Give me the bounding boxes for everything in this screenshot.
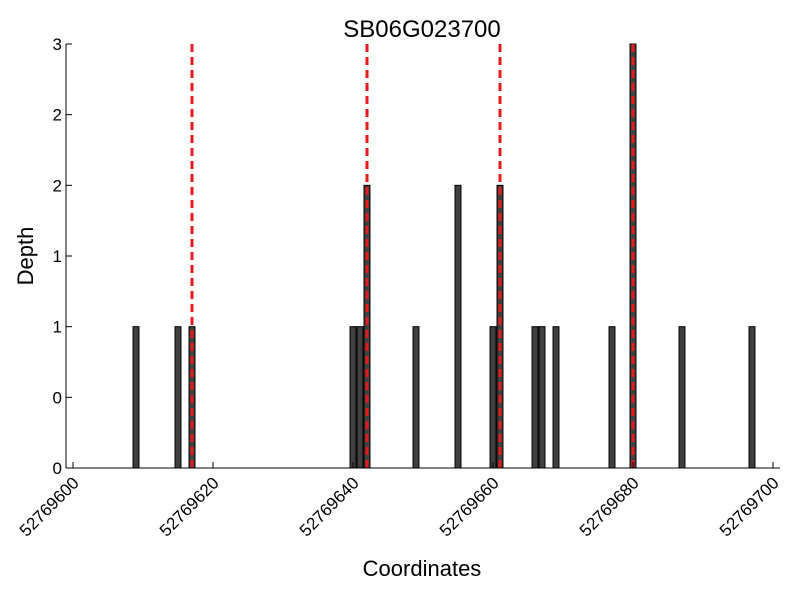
depth-bar-12 — [552, 326, 560, 469]
depth-bar-6 — [412, 326, 420, 469]
y-tick-label-1: 0 — [53, 388, 62, 407]
y-tick-label-3: 1 — [53, 247, 62, 266]
depth-bar-0 — [132, 326, 140, 469]
x-tick-label-4: 52769680 — [576, 473, 643, 540]
y-tick-label-5: 2 — [53, 106, 62, 125]
x-tick-label-5: 52769700 — [716, 473, 783, 540]
y-tick-label-0: 0 — [53, 459, 62, 478]
depth-bar-3 — [349, 326, 357, 469]
x-axis-title: Coordinates — [363, 556, 482, 581]
markers-layer — [190, 44, 635, 468]
y-ticks: 0 0 1 1 2 2 3 — [53, 35, 72, 478]
depth-bar-11 — [538, 326, 546, 469]
bars-layer — [132, 43, 756, 469]
x-ticks: 52769600 52769620 52769640 52769660 52769680… — [16, 462, 783, 540]
x-tick-label-0: 52769600 — [16, 473, 83, 540]
depth-bar-8 — [489, 326, 497, 469]
y-tick-label-4: 2 — [53, 176, 62, 195]
depth-bar-10 — [531, 326, 539, 469]
y-axis-title: Depth — [13, 227, 38, 286]
depth-bar-1 — [174, 326, 182, 469]
chart-title: SB06G023700 — [343, 16, 500, 43]
depth-bar-16 — [748, 326, 756, 469]
x-tick-label-3: 52769660 — [436, 473, 503, 540]
depth-bar-15 — [678, 326, 686, 469]
depth-bar-4 — [356, 326, 364, 469]
y-tick-label-2: 1 — [53, 318, 62, 337]
x-tick-label-2: 52769640 — [296, 473, 363, 540]
depth-bar-7 — [454, 184, 462, 469]
x-tick-label-1: 52769620 — [156, 473, 223, 540]
depth-bar-13 — [608, 326, 616, 469]
y-tick-label-6: 3 — [53, 35, 62, 54]
